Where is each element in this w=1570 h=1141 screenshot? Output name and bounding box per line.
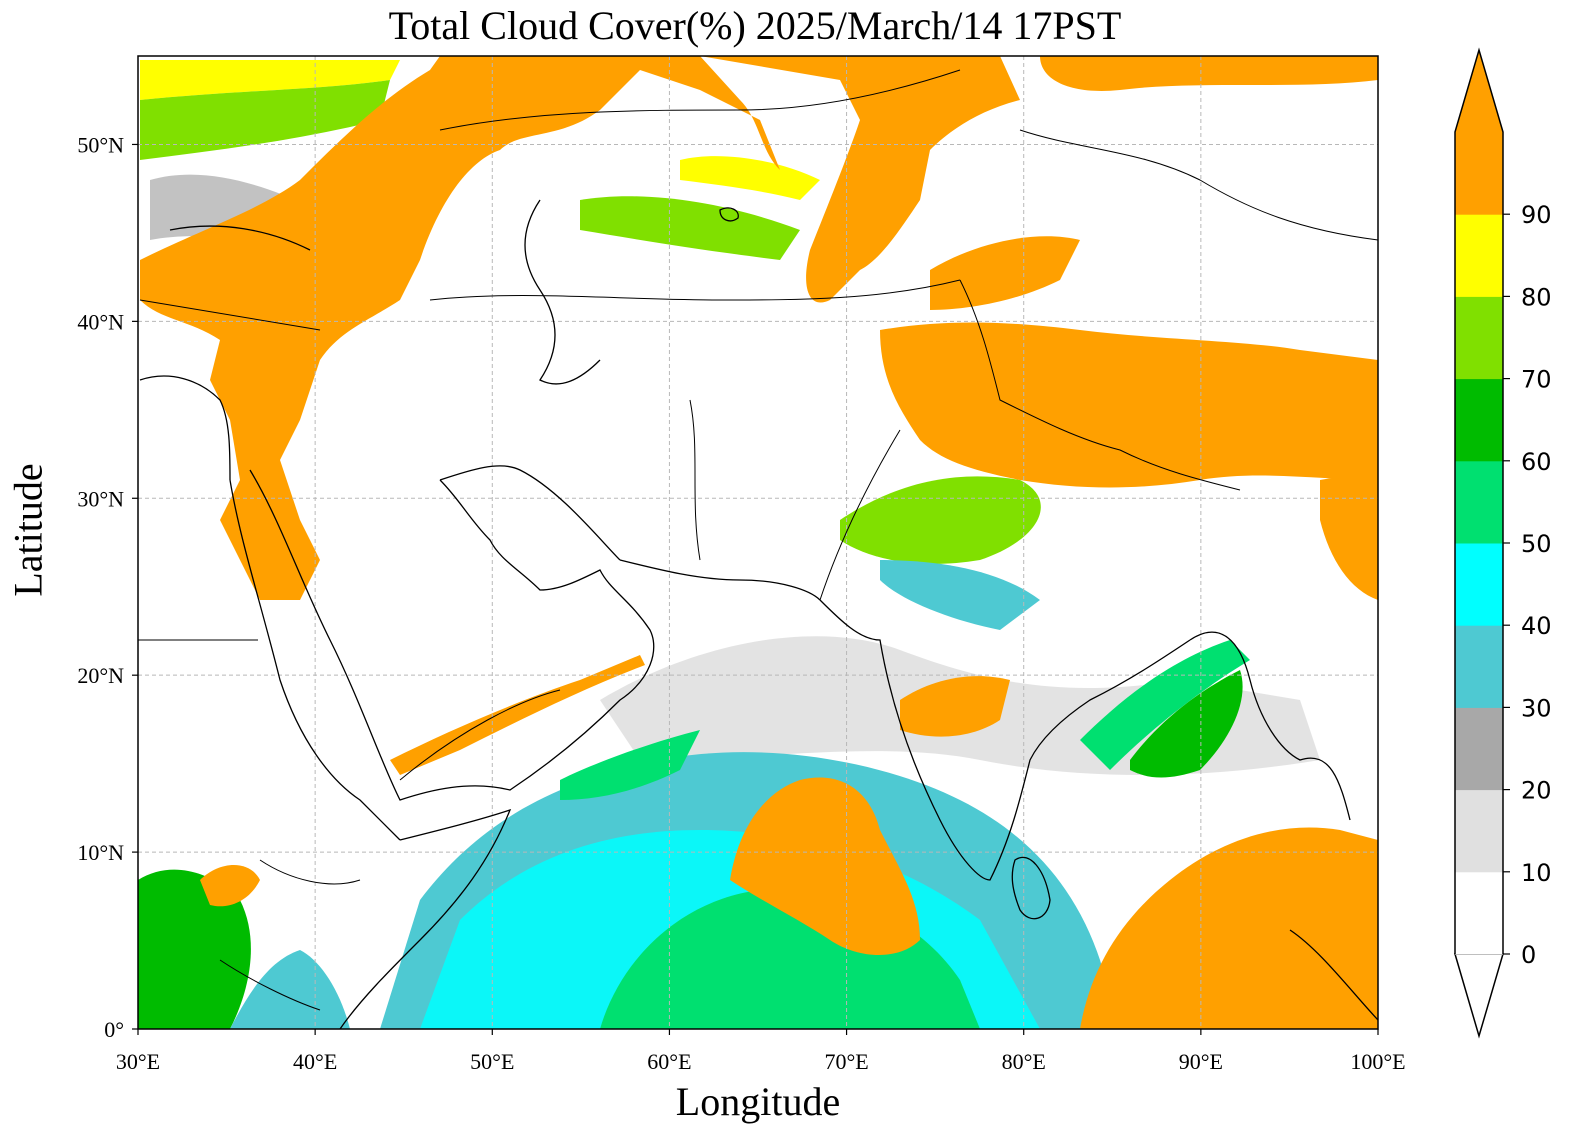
colorbar: 0 10 20 30 40 50 60 70 80 90 [1453,47,1552,1039]
coastline-mediterranean [139,375,231,481]
colorbar-band [1455,214,1503,297]
y-tick-label: 20°N [77,663,124,688]
colorbar-band [1455,707,1503,791]
coastlines [139,199,1378,1029]
cloud-patch-overcast-kyrgyz [930,236,1080,310]
border-russia [439,69,961,131]
cloud-patch-bengal-green [1130,670,1243,778]
coastline-srilanka [1011,856,1051,920]
border-ethiopia [259,859,361,885]
cloud-patch-overcast-tibet [880,322,1378,488]
chart-title: Total Cloud Cover(%) 2025/March/14 17PST [388,3,1122,48]
coastline-india [819,599,1191,881]
cloud-patch-overcast-red-sea-band [390,655,645,775]
cloud-patch-north-yellow [140,60,400,100]
y-axis-ticks: 0° 10°N 20°N 30°N 40°N 50°N [77,132,138,1042]
colorbar-min-arrow [1453,953,1505,1039]
colorbar-tick-label: 20 [1521,777,1552,805]
border-mongolia [1019,129,1378,241]
x-tick-label: 60°E [647,1049,691,1074]
border-turkey [139,299,321,331]
colorbar-tick-label: 0 [1521,941,1536,969]
colorbar-tick-label: 80 [1521,283,1552,311]
colorbar-tick-label: 70 [1521,366,1552,394]
country-borders [138,69,1378,1011]
cloud-patch-overcast-se [1080,827,1378,1029]
coastline-black-sea [169,225,311,251]
cloud-patch-north-lime [140,80,390,160]
cloud-patch-kazakh-yellow [680,156,820,200]
coastline-sumatra [1289,929,1378,1021]
border-china-west [959,279,1241,491]
border-iran-afghan [689,399,701,561]
coastline-caspian [524,199,601,385]
colorbar-tick-label: 60 [1521,448,1552,476]
coastline-arabia [249,469,655,801]
x-tick-label: 30°E [116,1049,160,1074]
map-panel [138,56,1378,1029]
colorbar-outline [1454,47,1504,954]
colorbar-tick-label: 40 [1521,612,1552,640]
colorbar-band [1455,296,1503,380]
coastline-aral [719,207,739,222]
cloud-patch-overcast-ne [1040,56,1378,91]
colorbar-band [1455,378,1503,462]
cloud-patch-overcast-horn [200,865,260,907]
cloud-patch-india-cyan [880,560,1040,630]
cloud-patch-africa-green [138,869,251,1029]
colorbar-max-arrow [1455,50,1503,132]
coastline-horn-africa [339,808,512,1029]
y-tick-label: 0° [104,1017,124,1042]
colorbar-band [1455,460,1503,544]
border-kenya [219,959,321,1011]
cloud-patch-overcast-arabiansea [730,777,920,955]
colorbar-band [1455,543,1503,626]
cloud-patch-mint [560,730,700,800]
cloud-patch-overcast-northcenter [700,56,1020,303]
x-tick-label: 40°E [293,1049,337,1074]
colorbar-band [1455,132,1503,215]
border-pakistan-india [819,429,901,601]
coastline-red-sea-africa [229,479,401,841]
colorbar-band [1455,871,1503,955]
x-tick-label: 50°E [470,1049,514,1074]
coastline-persian-gulf [439,465,621,561]
coastline-myanmar [1189,631,1351,821]
x-axis-label: Longitude [675,1079,841,1124]
x-tick-label: 70°E [824,1049,868,1074]
y-tick-label: 50°N [77,132,124,157]
map-frame [137,55,1379,1030]
cloud-patch-bengal-mint [1080,640,1250,770]
y-tick-label: 10°N [77,840,124,865]
colorbar-tick-label: 50 [1521,530,1552,558]
y-tick-label: 40°N [77,309,124,334]
colorbar-tick-label: 30 [1521,694,1552,722]
cloud-patch-central-lime [580,196,800,260]
colorbar-tick-label: 10 [1521,859,1552,887]
y-tick-label: 30°N [77,486,124,511]
colorbar-tick-label: 90 [1521,201,1552,229]
map-gridlines [138,56,1378,1029]
colorbar-band [1455,789,1503,873]
coastline-iran-pakistan [619,559,821,601]
cloud-patch-africa-cyan [230,950,350,1029]
x-tick-label: 90°E [1179,1049,1223,1074]
cloud-cover-field [138,56,1378,1029]
cloud-patch-overcast-north [140,56,780,600]
colorbar-band [1455,625,1503,708]
x-tick-label: 80°E [1002,1049,1046,1074]
x-axis-ticks: 30°E 40°E 50°E 60°E 70°E 80°E 90°E 100°E [116,1029,1406,1074]
cloud-patch-overcast-india [900,676,1010,737]
cloud-patch-overcast-eastern [1320,470,1378,600]
x-tick-label: 100°E [1350,1049,1405,1074]
border-kazakh-south [429,279,961,301]
border-saudi-yemen [399,689,561,781]
